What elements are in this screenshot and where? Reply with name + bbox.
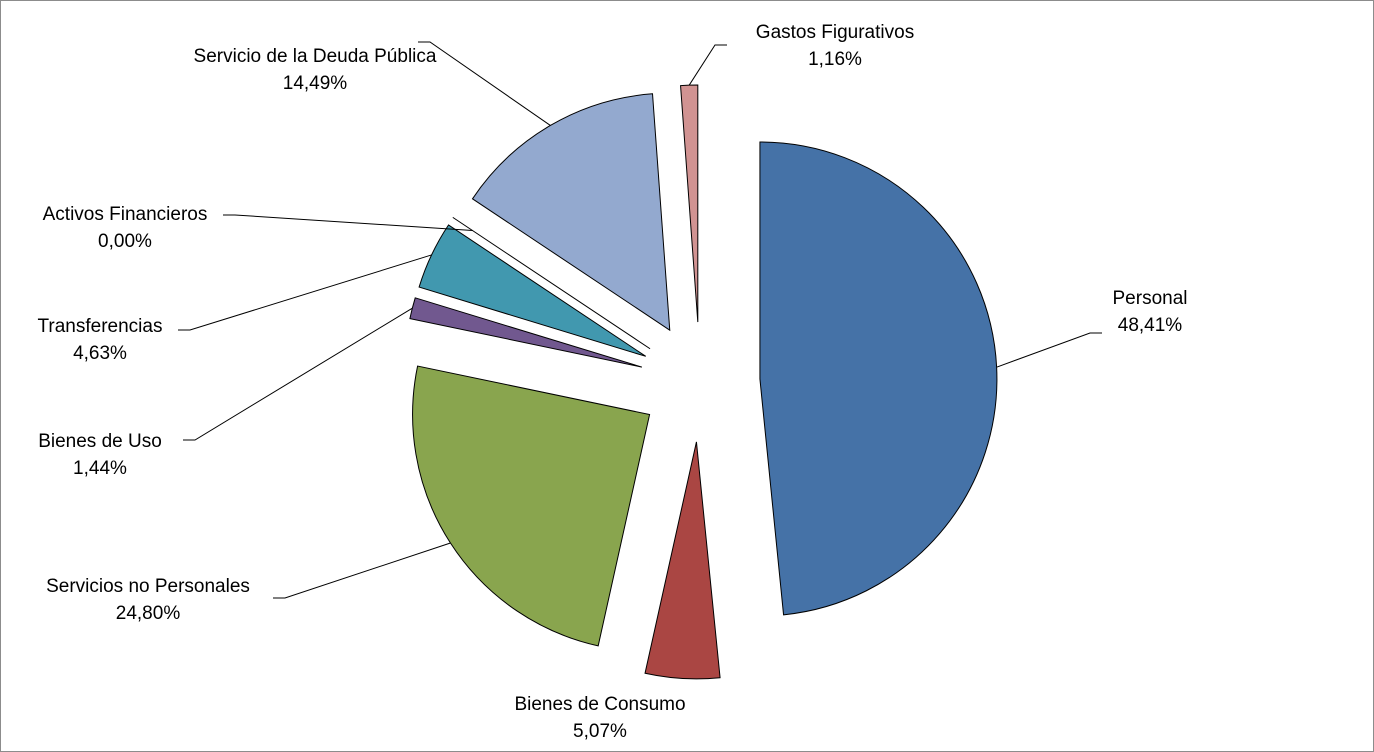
leader-line [688,44,727,86]
leader-line [996,332,1102,368]
data-label: Personal 48,41% [1113,285,1188,339]
value-label: 24,80% [115,603,181,624]
pie-slice [452,216,651,350]
data-label: Servicios no Personales 24,80% [46,573,250,627]
leader-line [273,542,451,599]
data-label: Servicio de la Deuda Pública 14,49% [190,43,440,97]
category-label: Personal [1112,288,1188,309]
category-label: Bienes de Uso [38,431,162,452]
value-label: 0,00% [98,231,152,252]
data-label: Transferencias 4,63% [38,313,163,367]
category-label: Transferencias [37,316,163,337]
category-label: Gastos Figurativos [755,22,915,43]
pie-slice [412,365,651,647]
category-label: Servicio de la Deuda Pública [193,46,437,67]
data-label: Gastos Figurativos 1,16% [756,19,914,73]
category-label: Activos Financieros [42,204,208,225]
category-label: Servicios no Personales [46,576,250,597]
pie-slice [680,84,699,323]
value-label: 5,07% [573,721,627,742]
pie-slice [418,224,647,357]
data-label: Bienes de Consumo 5,07% [514,691,685,745]
leader-line [183,307,413,441]
pie-slice [471,93,671,332]
leader-line [223,214,473,232]
data-label: Bienes de Uso 1,44% [38,428,162,482]
pie-slice [644,441,721,680]
data-label: Activos Financieros 0,00% [43,201,208,255]
value-label: 1,16% [808,49,862,70]
pie-slice [759,141,998,616]
category-label: Bienes de Consumo [514,694,686,715]
leader-line [178,254,432,331]
value-label: 4,63% [73,343,127,364]
value-label: 48,41% [1117,315,1183,336]
value-label: 14,49% [282,73,348,94]
value-label: 1,44% [73,458,127,479]
leader-line [418,41,551,126]
